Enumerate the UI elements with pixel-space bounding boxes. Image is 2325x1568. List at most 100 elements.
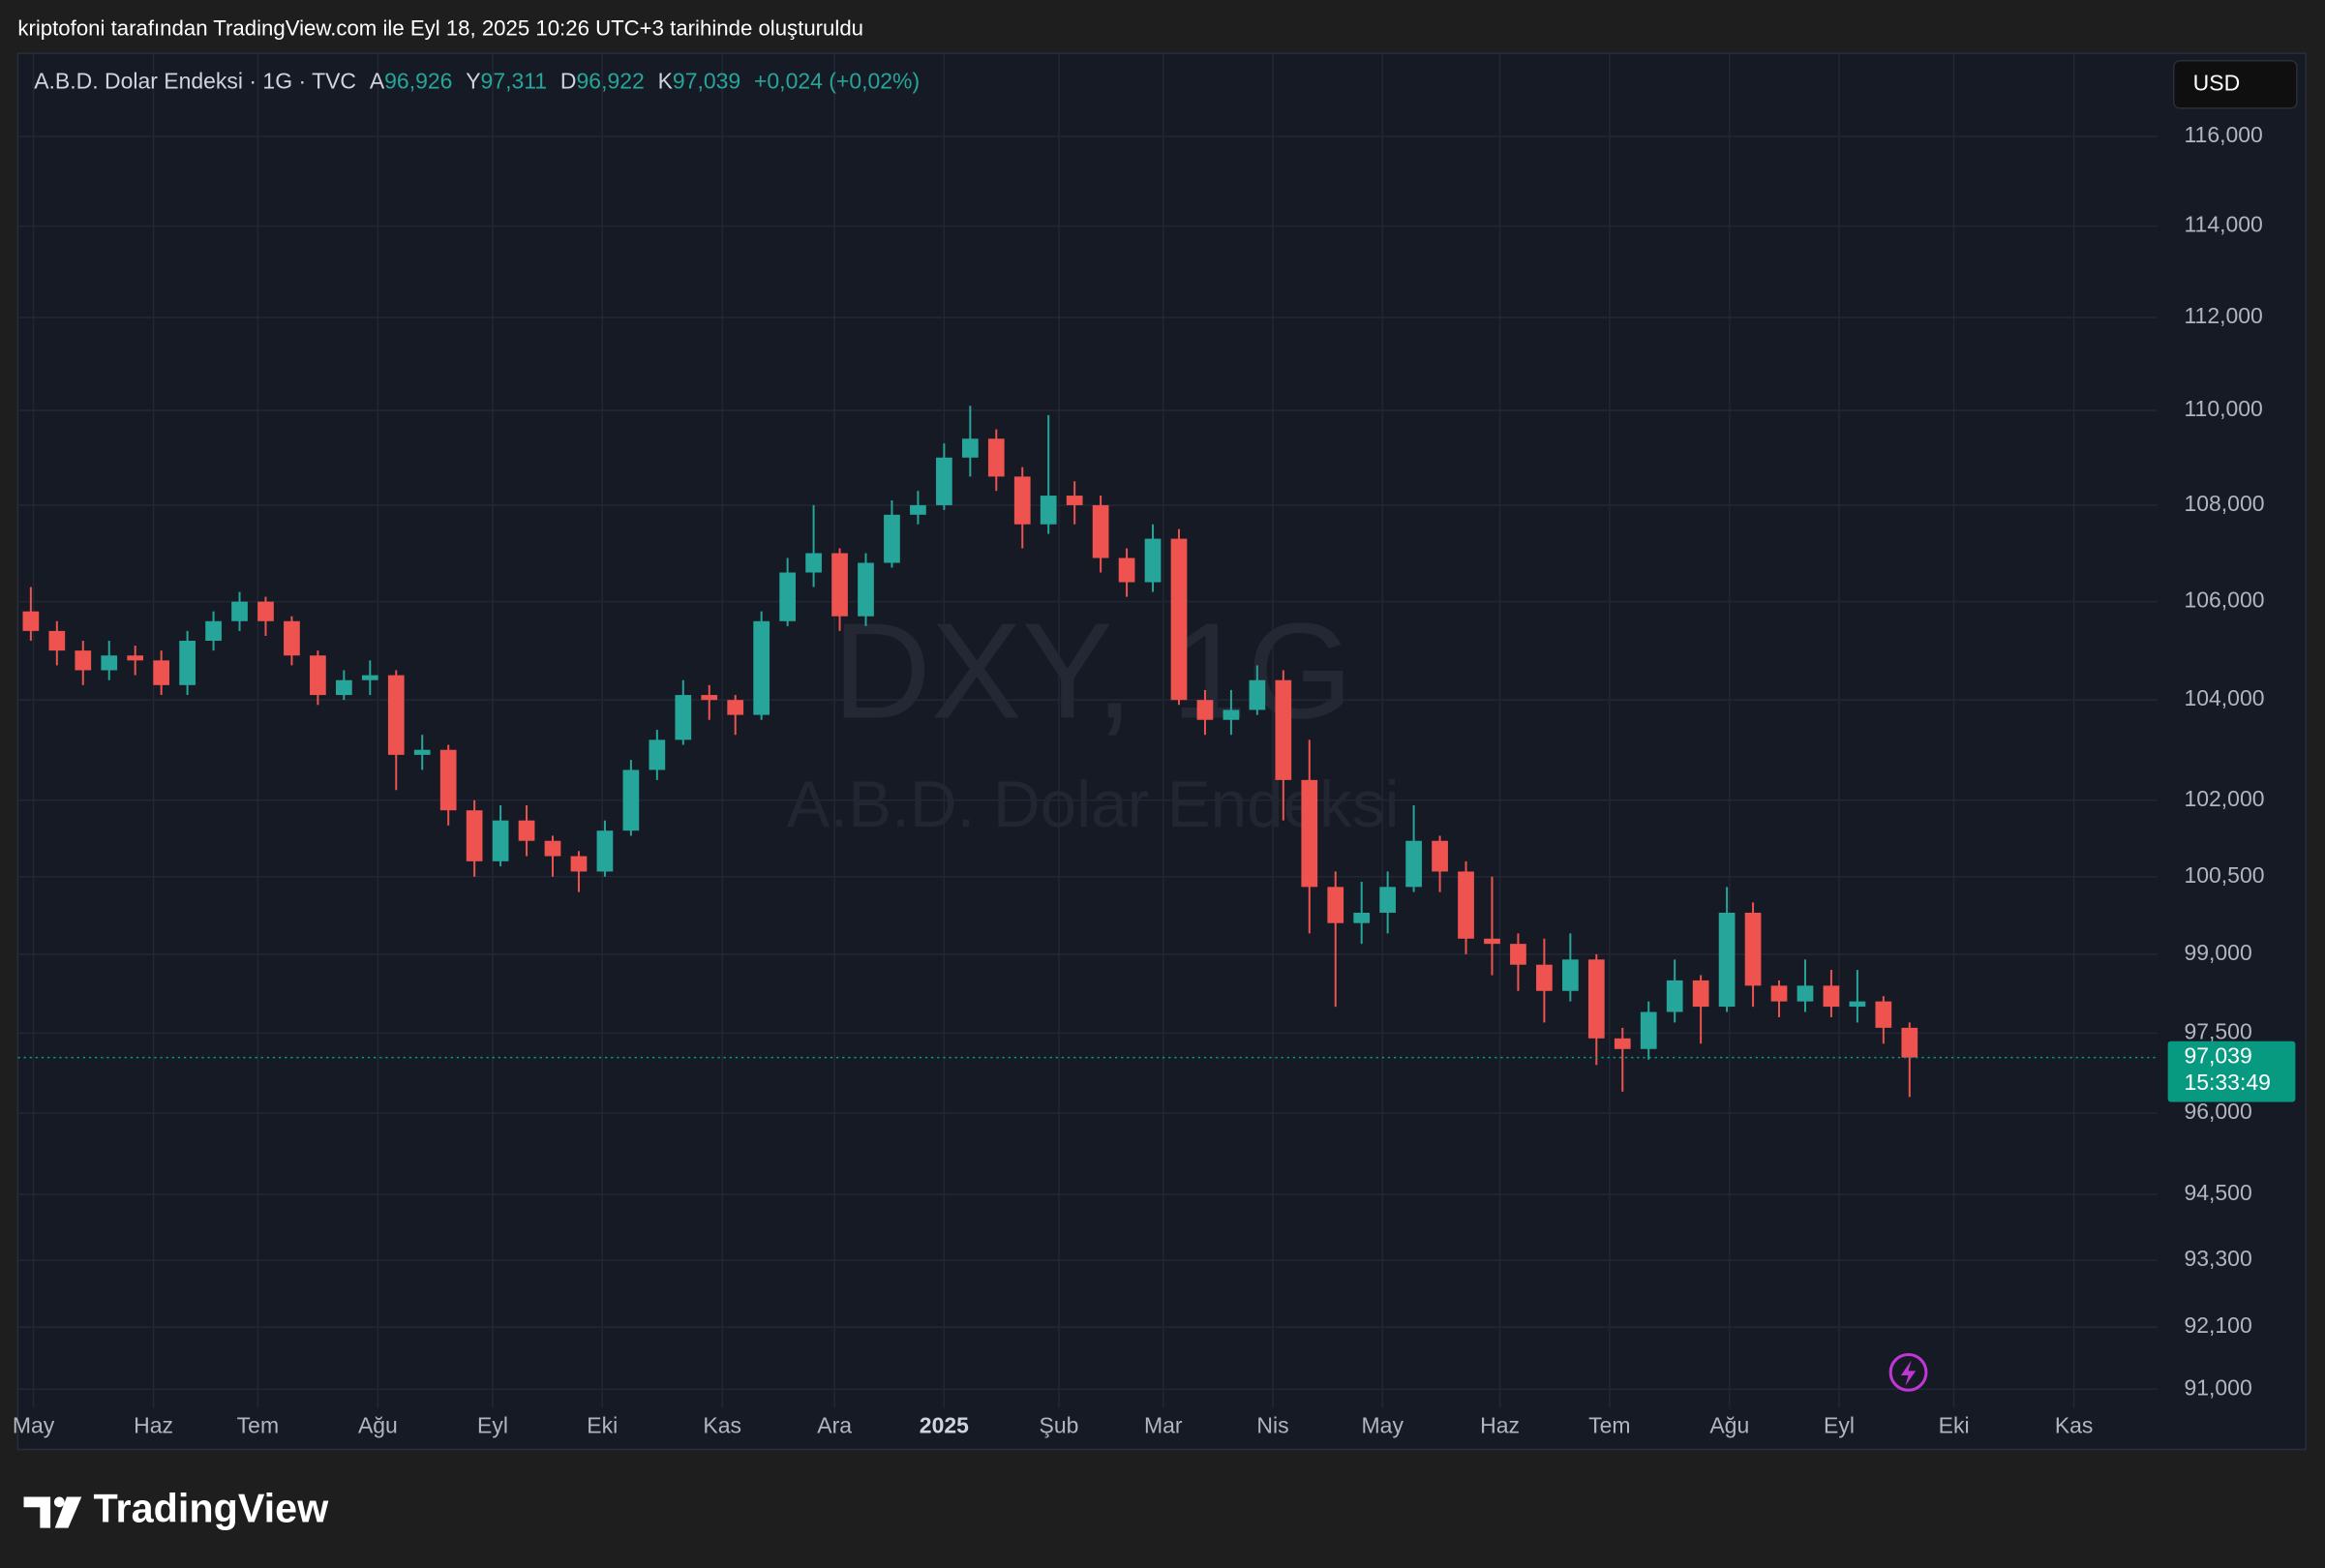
candle-body [1249,679,1266,710]
logo-dot [53,1496,65,1508]
candle-body [1875,1001,1892,1028]
candle-body [1640,1011,1657,1049]
candle-body [22,611,40,631]
watermark-title: DXY, 1G [832,594,1353,747]
x-tick-label: Mar [1144,1413,1183,1438]
x-tick-label: Eyl [477,1413,508,1438]
candle-body [831,553,848,617]
candle-body [858,562,874,617]
ohlc-value: 97,311 [481,69,548,94]
ohlc-key: A [370,69,385,94]
alert-circle[interactable] [1888,1352,1928,1392]
candle-body [1275,679,1292,780]
y-tick-label: 96,000 [2184,1099,2251,1124]
candle-body [805,553,822,573]
candle-body [1405,840,1422,888]
candle-body [1797,985,1814,1002]
candle-body [179,641,196,685]
candle-body [701,695,718,701]
candle-body [1536,964,1553,991]
y-tick-label: 108,000 [2184,491,2264,516]
chart-panel [16,52,2307,1451]
last-price-box [2167,1040,2296,1102]
ohlc-value: 96,926 [384,69,452,94]
y-tick-label: 104,000 [2184,685,2264,710]
x-tick-label: Ağu [1709,1413,1749,1438]
currency-button[interactable] [2172,60,2298,109]
candle-body [257,601,274,621]
candle-body [1692,980,1709,1008]
candle-body [1770,985,1788,1002]
candle-body [1223,709,1240,720]
candle-body [413,749,431,755]
ohlc-key: K [658,69,674,94]
candle-body [466,810,483,861]
candle-body [1092,504,1109,558]
candle-body [518,820,535,841]
candle-body [1458,871,1474,939]
candle-body [1170,538,1188,701]
ohlc-key: Y [466,69,480,94]
countdown-label: 15:33:49 [2184,1070,2270,1095]
x-tick-label: Eyl [1824,1413,1855,1438]
candle-body [727,700,744,715]
x-tick-label: Haz [1480,1413,1520,1438]
x-tick-label: May [13,1413,55,1438]
candle-body [1510,944,1526,965]
candle-body [101,655,118,671]
candle-body [936,457,952,505]
candle-body [284,620,300,656]
candle-body [675,695,692,740]
y-tick-label: 112,000 [2184,303,2262,328]
candle-body [310,655,326,696]
candle-body [596,830,614,872]
candle-body [1614,1038,1631,1049]
logo-mark [23,1496,51,1528]
candle-body [492,820,509,861]
y-tick-label: 94,500 [2184,1180,2251,1205]
alert-bolt[interactable] [1900,1360,1917,1386]
y-tick-label: 100,500 [2184,862,2264,888]
candle-body [987,438,1005,477]
candle-body [205,620,222,642]
x-tick-label: Şub [1040,1413,1079,1438]
candle-body [48,630,66,651]
currency-label[interactable]: USD [2193,70,2241,95]
y-tick-label: 114,000 [2184,212,2262,237]
ohlc-key: D [560,69,577,94]
candle-body [1301,779,1318,888]
candles [17,406,2158,1098]
alert-icon[interactable] [1888,1352,1928,1392]
y-tick-label: 97,500 [2184,1018,2251,1043]
logo: TradingView [23,1487,329,1531]
y-tick-label: 116,000 [2184,122,2262,147]
y-tick-label: 110,000 [2184,396,2262,421]
candle-body [231,601,248,621]
x-tick-label: Ağu [358,1413,398,1438]
candle-body [439,749,457,811]
y-tick-label: 102,000 [2184,786,2264,811]
candle-body [335,679,352,696]
candle-body [753,620,770,715]
candle-body [1353,913,1371,923]
candle-body [1327,887,1344,923]
candle-body [1118,558,1135,583]
candle-body [1849,1001,1866,1008]
y-tick-label: 106,000 [2184,588,2264,613]
x-tick-label: Eki [587,1413,618,1438]
ohlc-value: 96,922 [577,69,645,94]
x-tick-label: Haz [134,1413,173,1438]
time-axis: May Haz Tem Ağu Eyl Eki Kas Ara 2025 Şub Mar Nis May… [13,1413,2094,1438]
candle-body [387,675,405,755]
candle-body [153,660,170,685]
symbol-legend: A.B.D. Dolar Endeksi · 1G · TVC A96,926 Y9… [34,69,920,94]
y-tick-label: 91,000 [2184,1374,2251,1400]
caption: kriptofoni tarafından TradingView.com il… [17,15,863,40]
x-tick-label: Eki [1939,1413,1970,1438]
y-tick-label: 92,100 [2184,1312,2251,1338]
candle-body [1561,959,1579,991]
watermark-subtitle: A.B.D. Dolar Endeksi [787,769,1400,841]
candle-body [1666,980,1683,1012]
candle-body [1432,840,1448,872]
